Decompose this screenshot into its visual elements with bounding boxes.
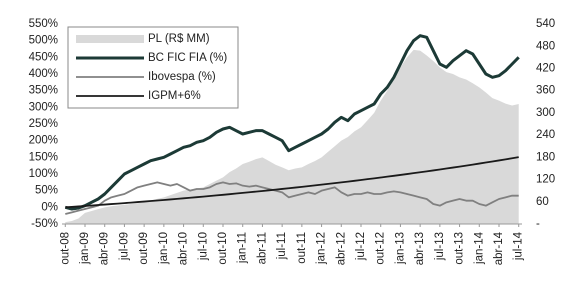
y2-tick-label: 60 bbox=[536, 196, 549, 208]
x-tick-label: jan-13 bbox=[394, 232, 406, 265]
y2-tick-label: 540 bbox=[536, 18, 555, 30]
x-tick-label: abr-12 bbox=[335, 232, 347, 265]
y-tick-label: 400% bbox=[29, 68, 58, 80]
area bbox=[65, 49, 519, 224]
x-tick-label: abr-09 bbox=[99, 232, 111, 265]
x-tick-label: jul-14 bbox=[513, 231, 525, 261]
x-tick-label: jul-09 bbox=[118, 232, 130, 261]
x-tick-label: out-13 bbox=[454, 232, 466, 265]
line bbox=[64, 34, 520, 211]
y-tick-label: 550% bbox=[29, 18, 58, 30]
legend-label: BC FIC FIA (%) bbox=[148, 52, 227, 64]
y2-tick-label: 180 bbox=[536, 151, 555, 163]
x-tick-label: jul-11 bbox=[276, 232, 288, 260]
y2-tick-label: 240 bbox=[536, 129, 555, 141]
y-tick-label: 200% bbox=[29, 135, 58, 147]
y-tick-label: -50% bbox=[31, 218, 58, 230]
x-tick-label: jan-14 bbox=[473, 231, 485, 265]
y-tick-label: 450% bbox=[29, 51, 58, 63]
y2-tick-label: 120 bbox=[536, 174, 555, 186]
y-tick-label: 500% bbox=[29, 35, 58, 47]
x-tick-label: abr-11 bbox=[256, 232, 268, 264]
x-tick-label: out-09 bbox=[138, 232, 150, 265]
x-tick-label: abr-13 bbox=[414, 232, 426, 265]
y2-tick-label: 360 bbox=[536, 85, 555, 97]
x-tick-label: jan-12 bbox=[316, 232, 328, 265]
y-tick-label: 150% bbox=[29, 151, 58, 163]
y-tick-label: 250% bbox=[29, 118, 58, 130]
x-tick-label: jan-11 bbox=[237, 232, 249, 264]
x-tick-label: out-08 bbox=[59, 232, 71, 265]
y2-tick-label: 420 bbox=[536, 62, 555, 74]
y-tick-label: 350% bbox=[29, 85, 58, 97]
x-tick-label: abr-14 bbox=[493, 231, 505, 265]
legend-label: IGPM+6% bbox=[148, 90, 201, 102]
x-tick-label: jul-13 bbox=[434, 232, 446, 261]
y-tick-label: 50% bbox=[35, 185, 58, 197]
y-tick-label: 100% bbox=[29, 168, 58, 180]
x-tick-label: jan-09 bbox=[79, 232, 91, 265]
legend-label: PL (R$ MM) bbox=[148, 33, 210, 45]
y-tick-label: 300% bbox=[29, 101, 58, 113]
legend-label: Ibovespa (%) bbox=[148, 71, 216, 83]
x-tick-label: out-10 bbox=[217, 232, 229, 265]
legend-swatch bbox=[76, 35, 144, 43]
line bbox=[65, 156, 519, 209]
x-tick-label: out-12 bbox=[375, 232, 387, 265]
x-tick-label: jan-10 bbox=[158, 232, 170, 265]
y2-tick-label: 300 bbox=[536, 107, 555, 119]
y2-tick-label: 480 bbox=[536, 40, 555, 52]
x-tick-label: out-11 bbox=[296, 232, 308, 264]
x-tick-label: abr-10 bbox=[178, 232, 190, 265]
y2-tick-label: - bbox=[536, 218, 540, 230]
line bbox=[65, 181, 519, 215]
x-tick-label: jul-10 bbox=[197, 232, 209, 261]
y-tick-label: 0% bbox=[41, 201, 58, 213]
x-tick-label: jul-12 bbox=[355, 232, 367, 261]
